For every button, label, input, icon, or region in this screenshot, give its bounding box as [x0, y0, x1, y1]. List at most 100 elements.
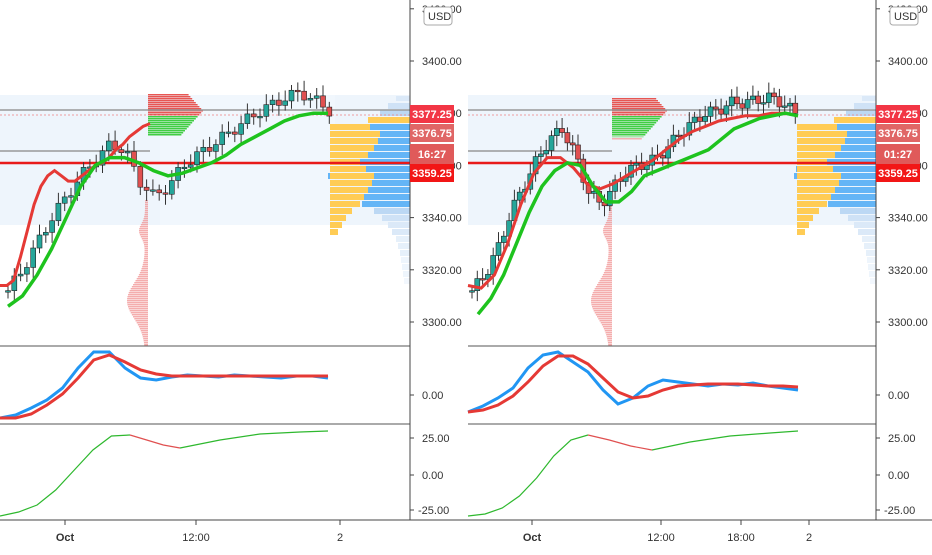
adx-tick-label: 25.00 — [422, 433, 450, 445]
candle-up — [106, 140, 112, 152]
session-volume-row — [148, 118, 196, 120]
session-volume-row — [612, 112, 666, 114]
adx-tick-label: -25.00 — [418, 505, 449, 517]
currency-button[interactable] — [889, 6, 919, 26]
volume-profile-row — [866, 250, 876, 256]
left-adx-down-segment — [129, 434, 181, 449]
lower-volume-row — [608, 256, 612, 258]
candle-up — [181, 166, 188, 170]
currency-label: USD — [428, 11, 451, 23]
session-volume-row — [148, 134, 182, 136]
lower-volume-row — [130, 288, 148, 290]
candle-up — [225, 131, 232, 134]
volume-profile-yellow — [797, 124, 837, 130]
session-volume-row — [612, 116, 662, 118]
left-chart[interactable] — [0, 0, 411, 520]
currency-label: USD — [894, 11, 917, 23]
lower-volume-row — [127, 296, 148, 298]
lower-volume-row — [140, 270, 148, 272]
session-volume-row — [612, 126, 653, 128]
volume-profile-yellow — [797, 187, 835, 193]
candle-up — [307, 98, 314, 101]
bid-price-tag-text: 3376.75 — [878, 128, 918, 140]
lower-volume-row — [127, 300, 148, 302]
lower-volume-row — [608, 210, 612, 212]
lower-volume-row — [604, 236, 612, 238]
lower-volume-row — [607, 218, 612, 220]
candle-down — [137, 166, 144, 188]
lower-volume-row — [600, 322, 612, 324]
right-chart[interactable] — [467, 0, 877, 520]
last-price-tag — [410, 105, 454, 123]
candle-up — [288, 89, 295, 102]
lower-volume-row — [604, 270, 612, 272]
price-tick-label: 3340.00 — [422, 213, 462, 225]
lower-volume-row — [142, 220, 148, 222]
time-tick-label: Oct — [56, 532, 75, 544]
lower-volume-row — [598, 318, 612, 320]
lower-volume-row — [608, 244, 612, 246]
currency-button[interactable] — [423, 6, 453, 26]
volume-profile-row — [402, 264, 410, 270]
candle-up — [238, 123, 244, 135]
lower-volume-row — [136, 322, 148, 324]
volume-profile-yellow — [330, 173, 374, 179]
candle-down — [232, 131, 238, 135]
candle-up — [5, 290, 11, 293]
session-volume-row — [612, 124, 655, 126]
price-tags: 3377.25 3376.75 16:27 3359.25 3377.25 3376.75… — [410, 105, 920, 182]
left-green-moving-average — [6, 111, 328, 308]
session-volume-row — [148, 100, 194, 102]
lower-volume-row — [594, 288, 612, 290]
session-volume-row — [148, 120, 194, 122]
volume-profile-yellow — [330, 145, 374, 151]
lower-volume-row — [141, 238, 148, 240]
candle-down — [575, 144, 581, 160]
volume-profile-row — [806, 187, 876, 193]
lower-volume-row — [592, 292, 612, 294]
right-adx-down-segment — [587, 434, 653, 451]
price-tick-label: 3400.00 — [888, 56, 928, 68]
lower-volume-row — [599, 280, 612, 282]
lower-volume-row — [608, 212, 612, 214]
left-adx-line — [0, 430, 329, 517]
candle-up — [702, 116, 709, 122]
lower-volume-row — [143, 260, 148, 262]
bid-price-tag-text: 3376.75 — [412, 128, 452, 140]
lower-volume-row — [131, 286, 148, 288]
countdown-tag — [876, 144, 920, 164]
volume-profile-row — [398, 243, 410, 249]
volume-profile-yellow — [330, 222, 342, 228]
volume-profile-row — [362, 201, 410, 207]
right-green-moving-average — [476, 111, 799, 316]
candle-up — [686, 122, 693, 136]
candle-up — [269, 99, 276, 105]
candle-up — [124, 151, 131, 154]
lower-volume-row — [605, 268, 612, 270]
lower-volume-row — [144, 250, 148, 252]
session-volume-row — [612, 130, 649, 132]
candle-down — [294, 89, 301, 93]
session-volume-row — [612, 102, 660, 104]
volume-profile-yellow — [330, 215, 346, 221]
lower-volume-row — [133, 316, 148, 318]
candle-up — [68, 195, 74, 198]
lower-volume-row — [608, 246, 612, 248]
time-tick-label: 2 — [337, 532, 343, 544]
candle-up — [787, 102, 793, 107]
lower-volume-row — [144, 202, 148, 204]
lower-volume-row — [134, 318, 148, 320]
lower-volume-row — [138, 326, 148, 328]
lower-volume-row — [608, 254, 612, 256]
lower-volume-row — [607, 342, 612, 344]
candle-up — [691, 116, 698, 123]
volume-profile-row — [858, 229, 876, 235]
candle-down — [675, 134, 682, 137]
session-volume-row — [148, 130, 185, 132]
candle-up — [500, 235, 507, 243]
left-signal-line — [0, 353, 328, 420]
macd-tick-label: 0.00 — [888, 390, 909, 402]
lower-volume-row — [608, 206, 612, 208]
volume-profile-row — [796, 166, 876, 172]
